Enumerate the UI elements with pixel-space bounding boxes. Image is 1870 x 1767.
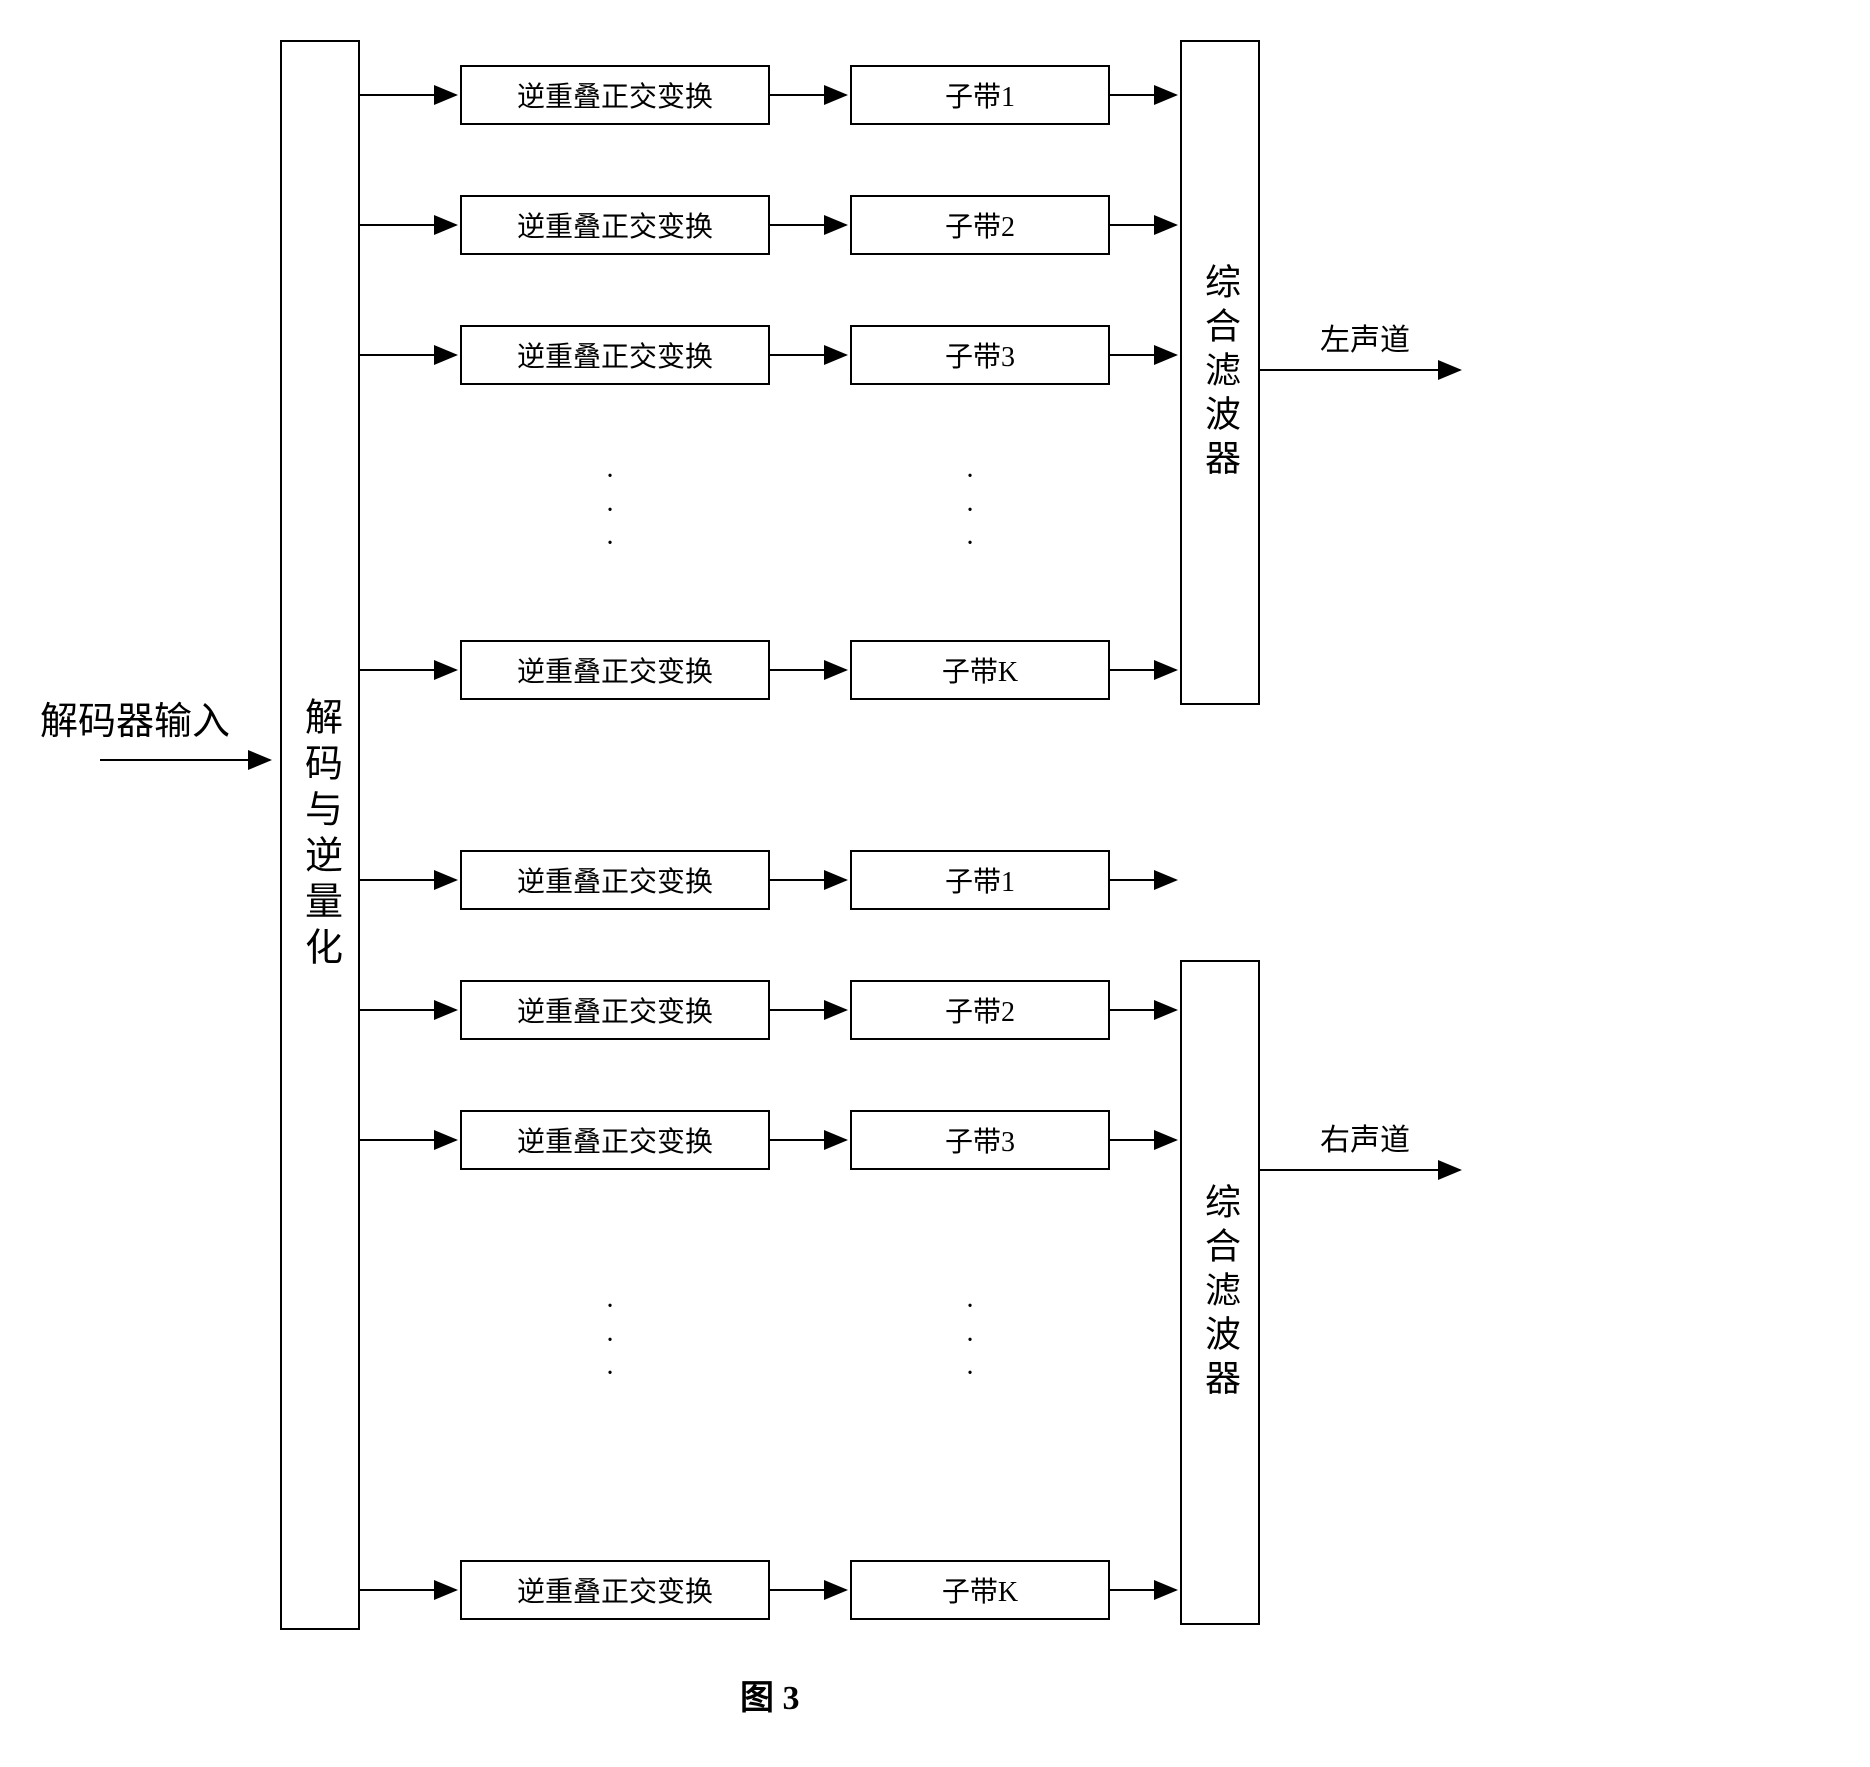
ellipsis-dots: ··· — [600, 460, 620, 561]
ilot-transform-box: 逆重叠正交变换 — [460, 1560, 770, 1620]
ellipsis-dots: ··· — [960, 1290, 980, 1391]
block-diagram: 解码器输入 解码与逆量化 综合滤波器 综合滤波器 左声道 右声道 图 3 逆重叠… — [40, 40, 1830, 1727]
subband-box: 子带3 — [850, 1110, 1110, 1170]
ilot-transform-box: 逆重叠正交变换 — [460, 325, 770, 385]
ilot-transform-box: 逆重叠正交变换 — [460, 980, 770, 1040]
subband-box: 子带3 — [850, 325, 1110, 385]
ilot-transform-box: 逆重叠正交变换 — [460, 640, 770, 700]
decode-dequantize-block: 解码与逆量化 — [280, 40, 360, 1630]
subband-box: 子带1 — [850, 850, 1110, 910]
synthesis-filter-right: 综合滤波器 — [1180, 960, 1260, 1625]
subband-box: 子带2 — [850, 980, 1110, 1040]
figure-caption: 图 3 — [740, 1670, 800, 1719]
subband-box: 子带1 — [850, 65, 1110, 125]
subband-box: 子带K — [850, 640, 1110, 700]
synthesis-filter-left: 综合滤波器 — [1180, 40, 1260, 705]
ilot-transform-box: 逆重叠正交变换 — [460, 850, 770, 910]
subband-box: 子带2 — [850, 195, 1110, 255]
decode-block-text: 解码与逆量化 — [293, 697, 348, 973]
right-channel-label: 右声道 — [1320, 1115, 1410, 1159]
ilot-transform-box: 逆重叠正交变换 — [460, 195, 770, 255]
left-channel-label: 左声道 — [1320, 315, 1410, 359]
decoder-input-label: 解码器输入 — [40, 690, 230, 745]
ilot-transform-box: 逆重叠正交变换 — [460, 1110, 770, 1170]
subband-box: 子带K — [850, 1560, 1110, 1620]
synth-left-text: 综合滤波器 — [1194, 263, 1246, 483]
ilot-transform-box: 逆重叠正交变换 — [460, 65, 770, 125]
ellipsis-dots: ··· — [960, 460, 980, 561]
synth-right-text: 综合滤波器 — [1194, 1183, 1246, 1403]
ellipsis-dots: ··· — [600, 1290, 620, 1391]
